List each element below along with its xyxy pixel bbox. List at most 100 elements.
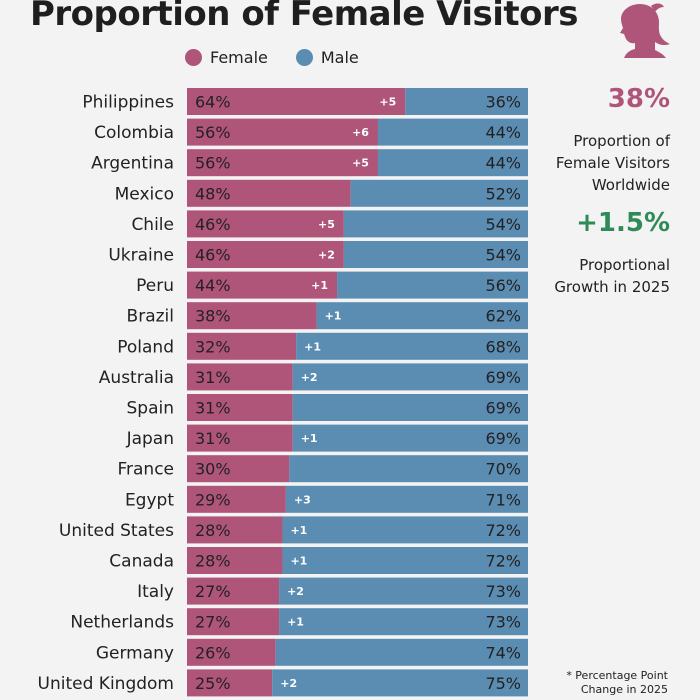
change-label: +1 bbox=[311, 279, 328, 292]
legend-female-label: Female bbox=[210, 48, 268, 67]
category-label: Netherlands bbox=[70, 613, 174, 633]
change-label: +1 bbox=[287, 616, 304, 629]
category-label: Peru bbox=[136, 276, 174, 296]
change-label: +1 bbox=[290, 524, 307, 537]
legend-male-label: Male bbox=[320, 48, 359, 67]
bar-female bbox=[187, 485, 286, 513]
bar-female bbox=[187, 547, 283, 574]
category-label: United Kingdom bbox=[38, 674, 174, 694]
change-label: +6 bbox=[352, 126, 369, 139]
bar-female bbox=[187, 302, 317, 330]
legend-female: Female bbox=[185, 48, 268, 67]
male-value-label: 69% bbox=[485, 399, 521, 418]
bar-male bbox=[292, 394, 528, 421]
female-value-label: 38% bbox=[195, 307, 231, 326]
female-value-label: 25% bbox=[195, 674, 231, 693]
female-value-label: 56% bbox=[195, 154, 231, 173]
bar-female bbox=[187, 363, 293, 391]
category-label: Japan bbox=[126, 429, 174, 449]
male-value-label: 72% bbox=[485, 552, 521, 571]
female-value-label: 31% bbox=[195, 399, 231, 418]
change-label: +1 bbox=[304, 340, 321, 353]
male-value-label: 54% bbox=[485, 215, 521, 234]
bar-female bbox=[187, 332, 297, 360]
male-value-label: 73% bbox=[485, 582, 521, 601]
male-value-label: 71% bbox=[485, 490, 521, 509]
female-value-label: 64% bbox=[195, 93, 231, 112]
bar-male bbox=[292, 363, 528, 391]
female-value-label: 31% bbox=[195, 368, 231, 387]
bar-male bbox=[350, 179, 528, 207]
change-label: +1 bbox=[301, 432, 318, 445]
female-value-label: 30% bbox=[195, 460, 231, 479]
legend-female-swatch bbox=[185, 49, 202, 66]
male-value-label: 62% bbox=[485, 307, 521, 326]
female-value-label: 46% bbox=[195, 246, 231, 265]
change-label: +3 bbox=[294, 493, 311, 506]
bar-female bbox=[187, 210, 344, 238]
bar-male bbox=[377, 149, 528, 177]
female-value-label: 44% bbox=[195, 276, 231, 295]
male-value-label: 73% bbox=[485, 613, 521, 632]
bar-male bbox=[289, 455, 528, 483]
bar-male bbox=[405, 88, 528, 115]
female-value-label: 29% bbox=[195, 490, 231, 509]
category-label: France bbox=[117, 460, 174, 480]
male-value-label: 54% bbox=[485, 246, 521, 265]
category-label: Egypt bbox=[125, 490, 174, 510]
change-label: +2 bbox=[301, 371, 318, 384]
bar-female bbox=[187, 577, 280, 605]
legend-male: Male bbox=[295, 48, 359, 67]
change-label: +2 bbox=[280, 677, 297, 690]
male-value-label: 44% bbox=[485, 154, 521, 173]
category-label: Ukraine bbox=[108, 246, 174, 266]
female-value-label: 27% bbox=[195, 582, 231, 601]
legend: Female Male bbox=[185, 48, 377, 67]
bar-male bbox=[292, 424, 528, 452]
change-label: +2 bbox=[287, 585, 304, 598]
bar-female bbox=[187, 179, 351, 207]
bar-male bbox=[272, 669, 528, 697]
female-value-label: 32% bbox=[195, 337, 231, 356]
female-value-label: 56% bbox=[195, 123, 231, 142]
category-label: Chile bbox=[131, 215, 174, 235]
change-label: +1 bbox=[290, 555, 307, 568]
female-profile-icon bbox=[620, 3, 670, 58]
female-value-label: 46% bbox=[195, 215, 231, 234]
category-label: Germany bbox=[96, 643, 174, 663]
category-label: Italy bbox=[137, 582, 174, 602]
change-label: +5 bbox=[379, 96, 396, 109]
male-value-label: 56% bbox=[485, 276, 521, 295]
male-value-label: 36% bbox=[485, 93, 521, 112]
growth-label: Proportional Growth in 2025 bbox=[554, 256, 670, 296]
bar-male bbox=[285, 485, 528, 513]
legend-male-swatch bbox=[295, 49, 313, 66]
female-value-label: 26% bbox=[195, 643, 231, 662]
bar-female bbox=[187, 424, 293, 452]
category-label: Colombia bbox=[94, 123, 174, 143]
bar-male bbox=[343, 210, 528, 238]
change-label: +2 bbox=[318, 249, 335, 262]
bar-female bbox=[187, 149, 378, 177]
bar-female bbox=[187, 241, 344, 268]
bar-female bbox=[187, 638, 276, 666]
bar-male bbox=[275, 638, 528, 666]
worldwide-female-label: Proportion of Female Visitors Worldwide bbox=[555, 132, 670, 194]
footnote: * Percentage Point Change in 2025 bbox=[566, 669, 668, 696]
female-value-label: 28% bbox=[195, 521, 231, 540]
chart-title: Proportion of Female Visitors bbox=[30, 0, 579, 34]
male-value-label: 72% bbox=[485, 521, 521, 540]
bar-male bbox=[316, 302, 528, 330]
category-label: Australia bbox=[99, 368, 174, 388]
male-value-label: 52% bbox=[485, 184, 521, 203]
bar-male bbox=[337, 271, 528, 299]
bar-male bbox=[296, 332, 528, 360]
change-label: +1 bbox=[325, 310, 342, 323]
category-label: Canada bbox=[109, 552, 174, 572]
bar-female bbox=[187, 455, 290, 483]
category-label: Mexico bbox=[115, 184, 174, 204]
bar-female bbox=[187, 516, 283, 544]
bar-female bbox=[187, 394, 293, 421]
bar-male bbox=[282, 547, 528, 574]
change-label: +5 bbox=[318, 218, 335, 231]
